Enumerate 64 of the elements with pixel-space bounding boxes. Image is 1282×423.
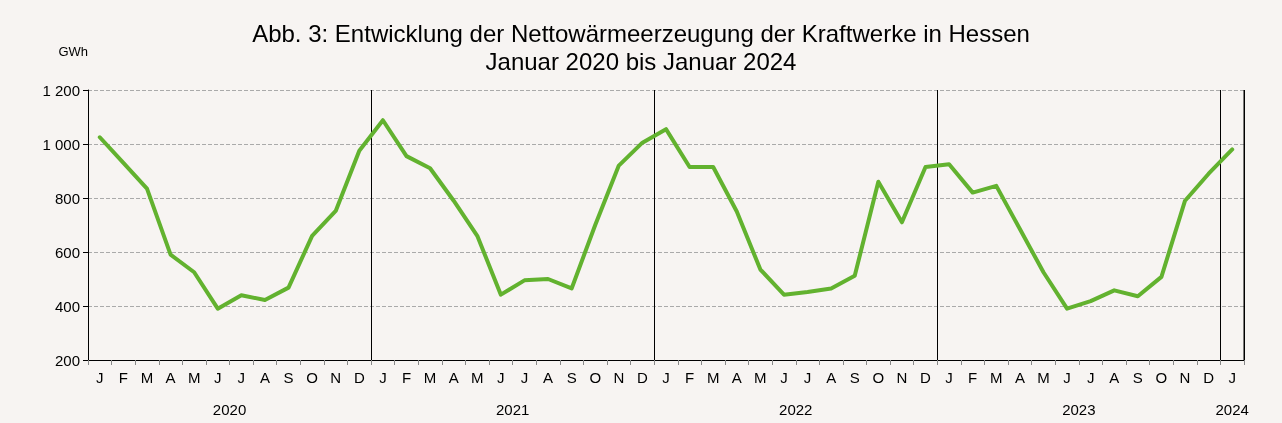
x-tick-label: A [826, 369, 837, 386]
text: 2021 [495, 401, 530, 418]
line-series [97, 118, 1235, 311]
x-tick-label: N [330, 369, 342, 386]
x-tick-label: S [566, 369, 577, 386]
text: 2022 [779, 401, 813, 418]
x-tick-label: J [379, 369, 387, 386]
x-tick-label: O [1155, 369, 1168, 386]
y-tick-label: 1 000 [42, 135, 80, 153]
chart-subtitle: Januar 2020 bis Januar 2024 [485, 47, 797, 75]
text: 2024 [1215, 401, 1249, 418]
x-tick-label: A [543, 369, 554, 386]
text: 2020 [212, 401, 247, 418]
x-tick-label: A [448, 369, 459, 386]
x-tick-label: M [1037, 369, 1050, 386]
x-tick-label: A [165, 369, 176, 386]
x-tick-label: D [636, 369, 648, 386]
x-tick-label: J [237, 369, 246, 386]
x-tick-label: J [214, 369, 222, 386]
x-tick-label: D [353, 369, 365, 386]
x-tick-label: M [187, 369, 201, 386]
x-tick-label: J [1063, 369, 1071, 386]
x-tick-label: S [1132, 369, 1143, 386]
x-tick-label: F [968, 369, 978, 386]
y-tick-label: 200 [54, 351, 80, 369]
x-tick-label: A [1109, 369, 1120, 386]
x-tick-label: S [283, 369, 294, 386]
x-tick-label: A [731, 369, 742, 386]
x-tick-label: F [401, 369, 412, 386]
x-tick-label: O [872, 369, 885, 386]
x-tick-label: J [945, 369, 953, 386]
y-tick-label: 800 [54, 189, 80, 207]
x-tick-label: O [306, 369, 318, 386]
x-tick-label: S [849, 369, 860, 386]
y-tick-label: 1 200 [42, 81, 80, 99]
x-tick-label: M [990, 369, 1003, 386]
y-tick-label: 400 [54, 297, 80, 315]
x-tick-label: M [471, 369, 484, 386]
x-tick-label: D [920, 369, 932, 386]
x-tick-label: M [706, 369, 720, 386]
x-tick-label: M [140, 369, 154, 386]
x-tick-label: F [685, 369, 695, 386]
x-tick-label: M [754, 369, 767, 386]
x-tick-label: N [613, 369, 625, 386]
x-tick-label: J [803, 369, 812, 386]
x-tick-label: J [96, 369, 104, 386]
x-tick-label: N [896, 369, 908, 386]
chart-title: Abb. 3: Entwicklung der Nettowärmeerzeugung der Kraftwerke in Hessen [252, 19, 1030, 47]
x-tick-label: J [520, 369, 529, 386]
x-tick-label: M [423, 369, 437, 386]
x-tick-label: A [1014, 369, 1025, 386]
x-tick-label: J [497, 369, 505, 386]
x-tick-label: O [589, 369, 602, 386]
x-tick-label: J [780, 369, 788, 386]
x-tick-label: J [1086, 369, 1095, 386]
x-tick-label: N [1179, 369, 1191, 386]
x-tick-label: A [259, 369, 270, 386]
x-tick-label: F [118, 369, 128, 386]
y-axis-title: GWh [58, 44, 88, 59]
text: 2023 [1062, 401, 1096, 418]
x-tick-label: J [1228, 369, 1236, 386]
x-tick-label: D [1203, 369, 1215, 386]
y-tick-label: 600 [54, 243, 80, 261]
x-tick-label: J [662, 369, 670, 386]
